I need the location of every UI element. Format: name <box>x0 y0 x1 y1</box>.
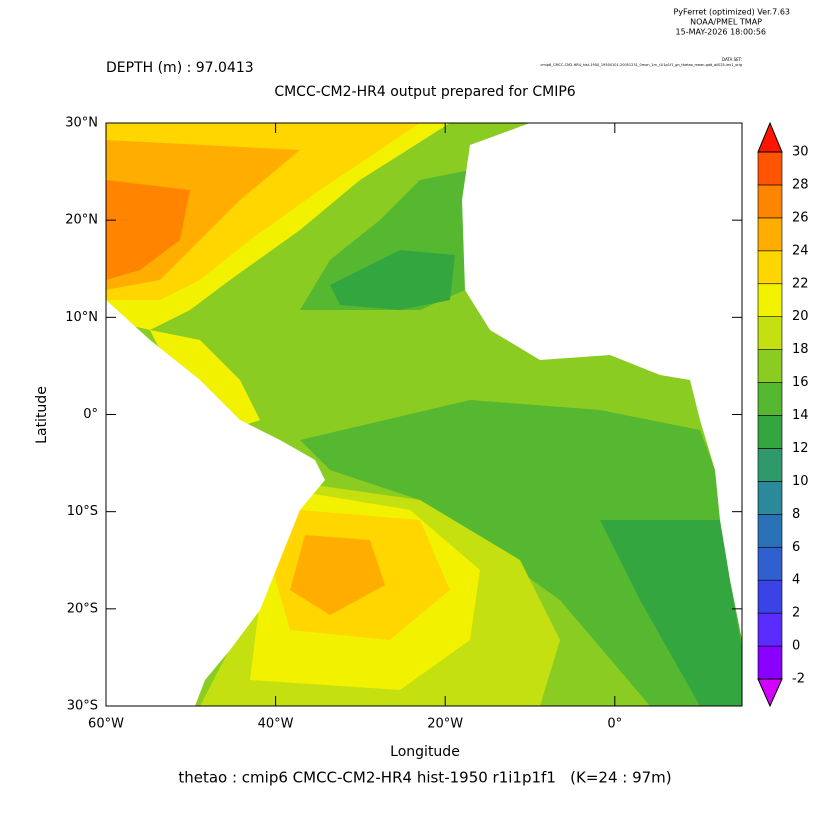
dataset-heading: DATA SET: <box>722 57 742 62</box>
x-tick-label: 60°W <box>88 717 124 732</box>
program-label: PyFerret (optimized) Ver.7.63 <box>673 8 790 17</box>
field-region <box>106 180 190 280</box>
colorbar-band <box>757 415 783 449</box>
field-region <box>290 535 385 615</box>
colorbar-band <box>757 349 783 383</box>
land <box>106 300 325 706</box>
y-tick-label: 20°N <box>65 213 98 228</box>
colorbar-band <box>757 217 783 252</box>
depth-label: DEPTH (m) : 97.0413 <box>106 60 254 76</box>
colorbar-band <box>757 250 783 285</box>
colorbar-label: 16 <box>792 375 809 390</box>
colorbar-label: 22 <box>792 276 809 291</box>
colorbar-label: 28 <box>792 177 809 192</box>
colorbar-label: 30 <box>792 145 809 160</box>
colorbar-label: 4 <box>792 573 800 588</box>
colorbar-band <box>757 514 783 548</box>
colorbar-band <box>757 448 783 482</box>
field-region <box>600 520 742 706</box>
colorbar-label: 12 <box>792 441 809 456</box>
colorbar-band <box>757 283 783 317</box>
x-axis-label: Longitude <box>390 744 460 760</box>
colorbar-label: 26 <box>792 210 809 225</box>
lab-label: NOAA/PMEL TMAP <box>690 18 762 27</box>
colorbar-label: -2 <box>792 672 805 687</box>
field-region <box>300 400 742 706</box>
x-tick-label: 20°W <box>427 717 463 732</box>
dataset-name: cmip6_CMCC-CM2-HR4_hist-1950_19500101-20… <box>541 63 743 67</box>
colorbar-label: 6 <box>792 540 800 555</box>
chart-title: CMCC-CM2-HR4 output prepared for CMIP6 <box>274 84 575 100</box>
colorbar-label: 8 <box>792 507 800 522</box>
x-tick-label: 0° <box>607 717 622 732</box>
x-tick-label: 40°W <box>258 717 294 732</box>
colorbar-label: 18 <box>792 342 809 357</box>
colorbar-band <box>757 316 783 350</box>
colorbar-label: 0 <box>792 639 800 654</box>
footer: thetao : cmip6 CMCC-CM2-HR4 hist-1950 r1… <box>178 769 671 787</box>
colorbar-band <box>757 645 783 680</box>
date-label: 15-MAY-2026 18:00:56 <box>676 28 766 37</box>
y-axis-label: Latitude <box>34 386 50 444</box>
land <box>462 123 742 640</box>
colorbar-band <box>757 184 783 219</box>
y-tick-label: 20°S <box>67 601 98 616</box>
y-tick-label: 10°N <box>65 310 98 325</box>
colorbar-label: 10 <box>792 474 809 489</box>
colorbar-band <box>757 546 783 581</box>
field-region <box>150 330 260 430</box>
y-tick-label: 10°S <box>67 504 98 519</box>
colorbar-under <box>757 678 783 708</box>
colorbar-label: 24 <box>792 243 809 258</box>
colorbar-band <box>757 481 783 515</box>
colorbar-band <box>757 579 783 614</box>
colorbar-band <box>757 382 783 416</box>
y-tick-label: 30°N <box>65 116 98 131</box>
y-tick-label: 0° <box>83 407 98 422</box>
y-tick-label: 30°S <box>67 699 98 714</box>
colorbar-label: 14 <box>792 408 809 423</box>
field <box>106 123 742 706</box>
field-region <box>330 250 455 310</box>
colorbar-over <box>757 121 783 153</box>
colorbar-label: 2 <box>792 606 800 621</box>
colorbar-band <box>757 151 783 186</box>
colorbar-band <box>757 612 783 647</box>
colorbar-label: 20 <box>792 309 809 324</box>
